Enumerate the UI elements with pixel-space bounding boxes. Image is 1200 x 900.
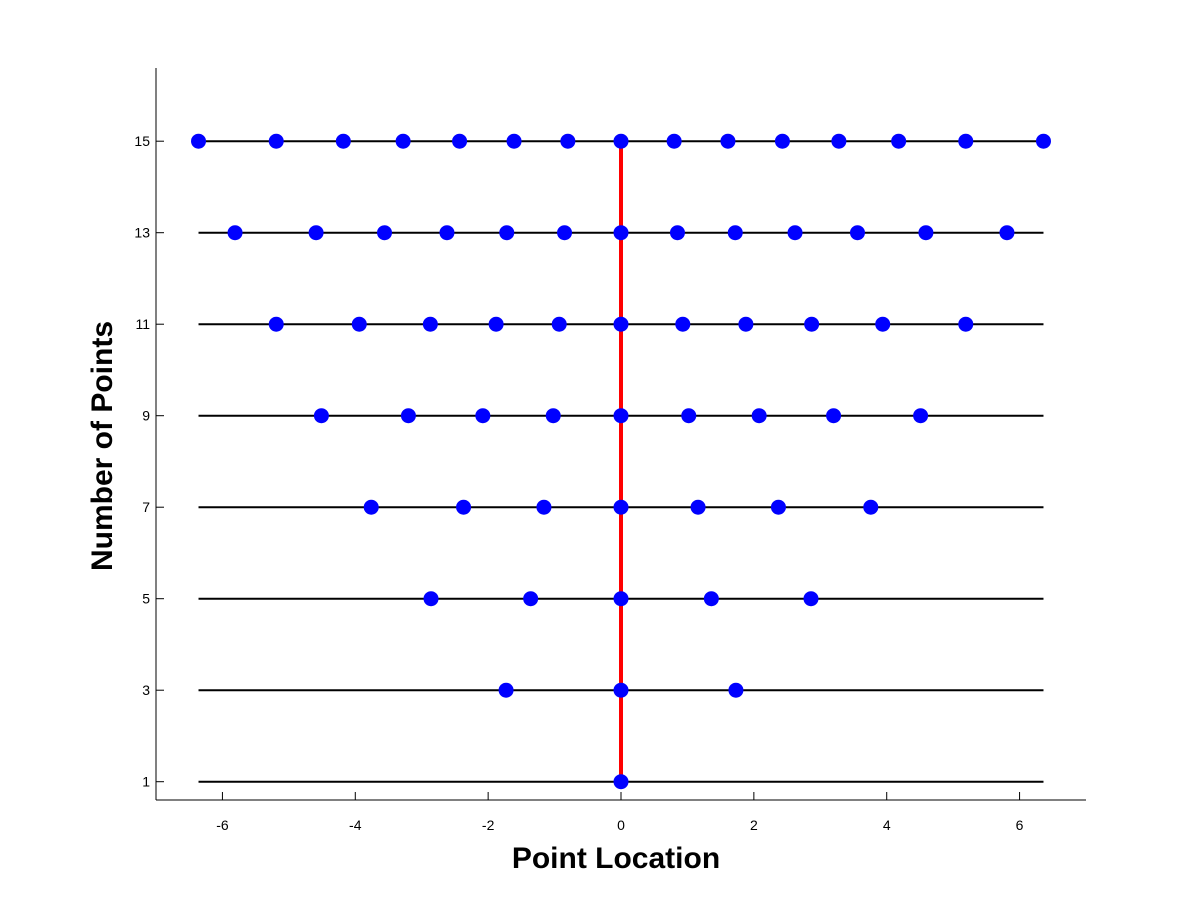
data-point — [268, 316, 284, 332]
data-point — [666, 133, 682, 149]
data-point — [536, 499, 552, 515]
data-point — [613, 133, 629, 149]
y-tick-label: 11 — [135, 316, 150, 332]
data-point — [1035, 133, 1051, 149]
y-tick-label: 15 — [134, 133, 150, 149]
data-point — [475, 408, 491, 424]
x-axis-title: Point Location — [512, 842, 720, 875]
data-point — [335, 133, 351, 149]
data-point — [499, 225, 515, 241]
data-point — [395, 133, 411, 149]
data-point — [545, 408, 561, 424]
data-point — [227, 225, 243, 241]
y-tick-label: 3 — [142, 682, 150, 698]
y-tick-label: 5 — [142, 591, 150, 607]
x-tick-label: 0 — [617, 817, 625, 833]
data-point — [613, 591, 629, 607]
y-tick-label: 1 — [142, 774, 150, 790]
data-point — [958, 316, 974, 332]
data-point — [268, 133, 284, 149]
data-point — [774, 133, 790, 149]
data-point — [690, 499, 706, 515]
data-point — [918, 225, 934, 241]
data-point — [891, 133, 907, 149]
data-point — [958, 133, 974, 149]
data-point — [728, 682, 744, 698]
y-tick-label: 13 — [134, 225, 150, 241]
data-point — [456, 499, 472, 515]
data-point — [727, 225, 743, 241]
data-point — [831, 133, 847, 149]
data-point — [720, 133, 736, 149]
data-point — [804, 316, 820, 332]
x-tick-label: 2 — [750, 817, 758, 833]
data-point — [313, 408, 329, 424]
data-point — [703, 591, 719, 607]
data-point — [613, 316, 629, 332]
data-point — [523, 591, 539, 607]
points — [191, 133, 1051, 790]
data-point — [613, 774, 629, 790]
data-point — [506, 133, 522, 149]
data-point — [803, 591, 819, 607]
data-point — [551, 316, 567, 332]
data-point — [770, 499, 786, 515]
data-point — [560, 133, 576, 149]
data-point — [863, 499, 879, 515]
data-point — [787, 225, 803, 241]
data-point — [669, 225, 685, 241]
y-tick-label: 9 — [142, 408, 150, 424]
data-point — [613, 225, 629, 241]
data-point — [308, 225, 324, 241]
data-point — [613, 499, 629, 515]
data-point — [826, 408, 842, 424]
data-point — [738, 316, 754, 332]
x-tick-label: -2 — [482, 817, 495, 833]
data-point — [351, 316, 367, 332]
x-tick-label: 4 — [883, 817, 891, 833]
data-point — [913, 408, 929, 424]
data-point — [400, 408, 416, 424]
x-tick-label: 6 — [1016, 817, 1024, 833]
x-tick-label: -6 — [216, 817, 229, 833]
data-point — [422, 316, 438, 332]
data-point — [999, 225, 1015, 241]
data-point — [191, 133, 207, 149]
data-point — [452, 133, 468, 149]
data-point — [849, 225, 865, 241]
y-tick-label: 7 — [142, 499, 150, 515]
y-axis-title: Number of Points — [86, 321, 119, 571]
data-point — [488, 316, 504, 332]
data-point — [363, 499, 379, 515]
data-point — [751, 408, 767, 424]
data-point — [681, 408, 697, 424]
data-point — [423, 591, 439, 607]
x-tick-label: -4 — [349, 817, 362, 833]
data-point — [498, 682, 514, 698]
data-point — [675, 316, 691, 332]
data-point — [613, 408, 629, 424]
data-point — [377, 225, 393, 241]
data-point — [875, 316, 891, 332]
data-point — [557, 225, 573, 241]
data-point — [613, 682, 629, 698]
data-point — [439, 225, 455, 241]
